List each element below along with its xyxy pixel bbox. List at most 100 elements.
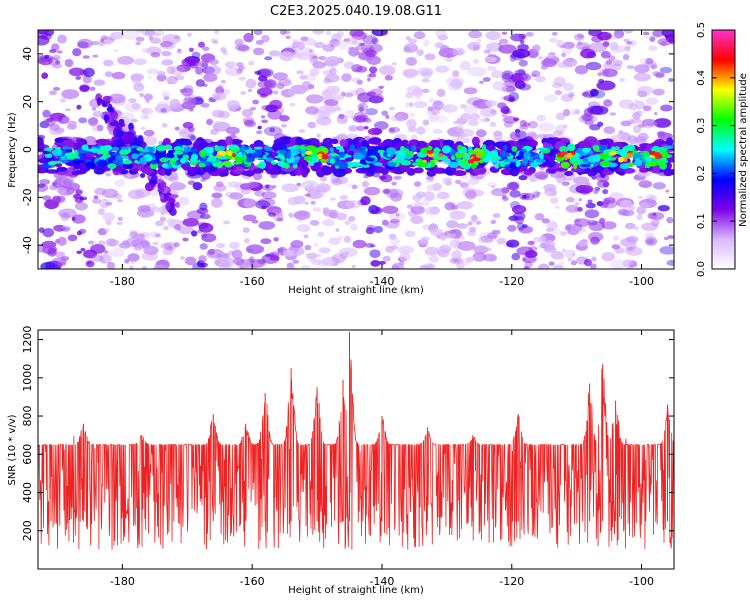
heatmap-cell	[214, 94, 220, 101]
heatmap-cell	[386, 162, 397, 167]
heatmap-cell	[56, 50, 63, 54]
heatmap-cell	[624, 45, 631, 52]
heatmap-cell	[165, 168, 172, 176]
heatmap-cell	[382, 255, 391, 262]
heatmap-peak	[317, 153, 323, 160]
heatmap-cell	[509, 158, 519, 163]
heatmap-cell	[195, 79, 205, 87]
heatmap-cell	[622, 53, 630, 61]
heatmap-cell	[432, 182, 442, 191]
heatmap-cell	[652, 182, 666, 190]
heatmap-cell	[143, 245, 159, 255]
heatmap-cell	[261, 205, 267, 210]
heatmap-cell	[119, 149, 129, 156]
heatmap-cell	[75, 189, 83, 195]
heatmap-cell	[356, 79, 363, 85]
heatmap-cell	[410, 145, 417, 151]
heatmap-cell	[490, 188, 507, 197]
heatmap-cell	[471, 214, 478, 222]
heatmap-cell	[410, 205, 425, 215]
heatmap-cell	[324, 73, 340, 83]
heatmap-cell	[449, 210, 466, 220]
colorbar-tick-label: 0.4	[696, 70, 707, 86]
heatmap-cell	[257, 80, 274, 89]
heatmap-cell	[186, 63, 192, 67]
heatmap-cell	[149, 162, 159, 170]
heatmap-cell	[305, 106, 319, 115]
heatmap-cell	[107, 163, 117, 169]
heatmap-cell	[78, 117, 88, 124]
heatmap-cell	[604, 197, 616, 204]
heatmap-cell	[577, 240, 589, 247]
heatmap-cell	[562, 181, 570, 186]
heatmap-cell	[452, 170, 467, 177]
heatmap-cell	[588, 94, 594, 98]
heatmap-cell	[518, 151, 524, 159]
heatmap-cell	[641, 118, 657, 127]
heatmap-cell	[555, 112, 566, 121]
heatmap-cell	[659, 66, 673, 74]
heatmap-cell	[100, 38, 104, 42]
heatmap-cell	[180, 256, 186, 260]
heatmap-cell	[222, 160, 232, 166]
heatmap-cell	[408, 38, 418, 44]
heatmap-cell	[195, 66, 204, 75]
heatmap-cell	[544, 239, 556, 250]
heatmap-cell	[358, 106, 365, 113]
heatmap-cell	[322, 219, 335, 227]
heatmap-cell	[53, 224, 66, 232]
heatmap-cell	[176, 150, 183, 155]
heatmap-cell	[486, 66, 497, 71]
heatmap-cell	[397, 245, 415, 255]
heatmap-cell	[77, 38, 93, 49]
heatmap-cell	[462, 137, 471, 144]
x-tick-label: -100	[629, 275, 654, 288]
heatmap-cell	[657, 205, 670, 212]
heatmap-cell	[590, 236, 600, 245]
heatmap-cell	[653, 164, 661, 174]
heatmap-cell	[93, 79, 106, 86]
heatmap-cell	[424, 206, 440, 216]
heatmap-cell	[61, 225, 72, 231]
heatmap-cell	[198, 222, 214, 233]
heatmap-cell	[612, 59, 623, 67]
heatmap-cell	[494, 163, 500, 169]
heatmap-cell	[561, 249, 567, 253]
heatmap-cell	[109, 31, 124, 40]
heatmap-cell	[632, 111, 641, 120]
heatmap-cell	[551, 31, 558, 36]
heatmap-cell	[237, 45, 250, 52]
heatmap-cell	[72, 158, 81, 166]
heatmap-cell	[111, 111, 119, 121]
heatmap-cell	[582, 114, 592, 122]
heatmap-cell	[309, 219, 320, 226]
heatmap-cell	[466, 97, 484, 106]
heatmap-cell	[575, 184, 594, 194]
heatmap-cell	[156, 71, 166, 76]
heatmap-cell	[300, 36, 309, 42]
heatmap-cell	[131, 153, 139, 160]
heatmap-cell	[314, 189, 320, 195]
heatmap-cell	[462, 258, 472, 266]
heatmap-cell	[460, 113, 472, 122]
heatmap-cell	[277, 160, 286, 167]
heatmap-cell	[166, 76, 176, 82]
snr-line	[38, 359, 674, 550]
heatmap-cell	[463, 87, 478, 95]
heatmap-cell	[182, 237, 189, 242]
heatmap-cell	[258, 221, 276, 230]
heatmap-cell	[542, 243, 555, 251]
heatmap-cell	[618, 130, 624, 134]
heatmap-cell	[286, 151, 291, 160]
heatmap-cell	[82, 55, 90, 59]
heatmap-cell	[536, 191, 541, 196]
heatmap-cell	[159, 157, 169, 163]
heatmap-cell	[67, 234, 78, 242]
heatmap-cell	[304, 244, 312, 251]
heatmap-cell	[293, 210, 311, 220]
heatmap-cell	[198, 162, 206, 168]
heatmap-cell	[459, 182, 469, 188]
heatmap-cell	[141, 107, 154, 115]
x-tick-label: -180	[110, 275, 135, 288]
heatmap-cell	[555, 124, 566, 134]
